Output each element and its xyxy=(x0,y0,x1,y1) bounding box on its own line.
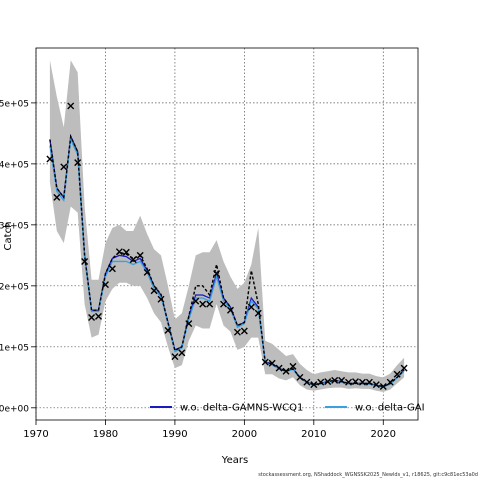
observed-point xyxy=(289,362,297,370)
observed-point xyxy=(81,257,89,265)
observed-point xyxy=(206,300,214,308)
observed-point xyxy=(171,353,179,361)
observed-point xyxy=(164,326,172,334)
observed-point xyxy=(379,382,387,390)
observed-point xyxy=(268,359,276,367)
observed-point xyxy=(240,327,248,335)
observed-point xyxy=(192,297,200,305)
observed-point xyxy=(226,306,234,314)
confidence-band-layer xyxy=(49,60,405,392)
confidence-band xyxy=(49,60,405,392)
observed-point xyxy=(178,349,186,357)
observed-point xyxy=(393,370,401,378)
observed-point xyxy=(310,381,318,389)
observed-point xyxy=(324,378,332,386)
x-tick-label: 2000 xyxy=(232,429,257,440)
observed-point xyxy=(296,373,304,381)
observed-point xyxy=(400,364,408,372)
observed-point xyxy=(115,248,123,256)
observed-point xyxy=(67,102,75,110)
x-tick-label: 1970 xyxy=(23,429,48,440)
observed-point xyxy=(185,320,193,328)
observed-point xyxy=(261,358,269,366)
y-tick-label: 3e+05 xyxy=(0,221,29,231)
observed-point xyxy=(88,314,96,322)
observed-point xyxy=(157,295,165,303)
observed-point xyxy=(275,364,283,372)
y-tick-label: 5e+05 xyxy=(0,99,29,109)
observed-point xyxy=(386,378,394,386)
legend: w.o. delta-GAMNS-WCQ1 w.o. delta-GAI xyxy=(150,403,425,414)
legend-label-1: w.o. delta-GAI xyxy=(355,403,425,414)
observed-point xyxy=(247,303,255,311)
plot-frame xyxy=(35,47,419,421)
observed-point xyxy=(143,268,151,276)
observed-point xyxy=(53,193,61,201)
x-axis-label: Years xyxy=(221,455,248,466)
y-tick-label: 4e+05 xyxy=(0,160,29,170)
axes-layer: 1970 1980 1990 2000 2010 2020 0e+00 1e+05 2e+05 3… xyxy=(0,99,396,440)
footer-source-note: stockassessment.org, NShaddock_WGNSSK202… xyxy=(258,472,478,478)
series-layer xyxy=(49,133,405,388)
x-tick-label: 1980 xyxy=(93,429,118,440)
observed-point xyxy=(108,265,116,273)
y-tick-label: 0e+00 xyxy=(0,404,29,414)
observed-point xyxy=(46,155,54,163)
observed-point xyxy=(213,270,221,278)
observed-point xyxy=(101,281,109,289)
y-tick-label: 1e+05 xyxy=(0,343,29,353)
legend-label-0: w.o. delta-GAMNS-WCQ1 xyxy=(180,403,303,414)
observed-point xyxy=(331,376,339,384)
observed-point xyxy=(358,378,366,386)
observed-points-layer xyxy=(46,102,408,390)
observed-point xyxy=(199,300,207,308)
observed-point xyxy=(233,328,241,336)
x-tick-label: 1990 xyxy=(162,429,187,440)
observed-point xyxy=(351,378,359,386)
observed-point xyxy=(122,248,130,256)
observed-point xyxy=(365,378,373,386)
y-tick-label: 2e+05 xyxy=(0,282,29,292)
series-line-2 xyxy=(49,133,405,388)
observed-point xyxy=(129,256,137,264)
x-tick-label: 2020 xyxy=(371,429,396,440)
y-axis-label: Catch xyxy=(3,222,14,251)
x-tick-label: 2010 xyxy=(301,429,326,440)
observed-point xyxy=(74,159,82,167)
observed-point xyxy=(150,287,158,295)
observed-point xyxy=(317,378,325,386)
observed-point xyxy=(303,378,311,386)
observed-point xyxy=(254,309,262,317)
observed-point xyxy=(338,376,346,384)
observed-point xyxy=(220,300,228,308)
observed-point xyxy=(60,163,68,171)
observed-point xyxy=(372,381,380,389)
observed-point xyxy=(282,367,290,375)
observed-point xyxy=(345,378,353,386)
observed-point xyxy=(136,251,144,259)
observed-point xyxy=(95,312,103,320)
